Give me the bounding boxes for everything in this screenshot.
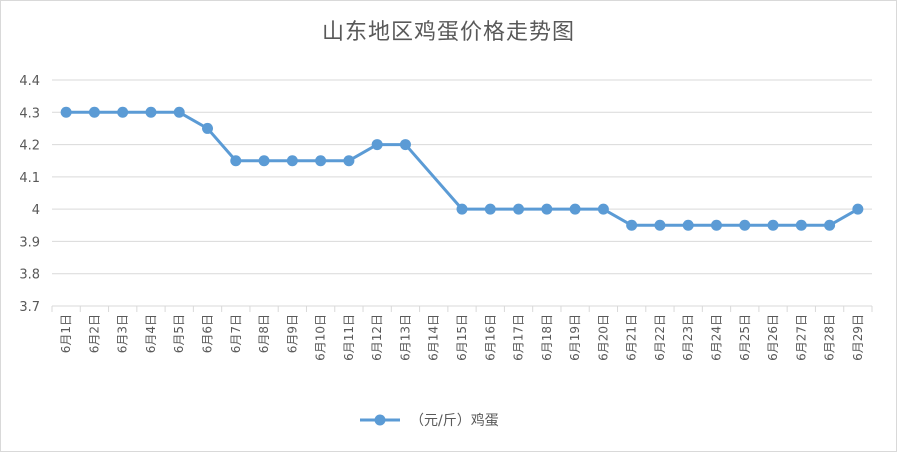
data-point bbox=[682, 219, 694, 231]
data-point bbox=[569, 203, 581, 215]
x-tick-label: 6月28日 bbox=[823, 314, 837, 361]
y-tick-label: 4.4 bbox=[19, 74, 40, 89]
x-tick-label: 6月24日 bbox=[709, 314, 723, 361]
data-point bbox=[739, 219, 751, 231]
x-tick-label: 6月21日 bbox=[625, 314, 639, 361]
data-point bbox=[710, 219, 722, 231]
data-point bbox=[315, 155, 327, 167]
y-tick-label: 3.8 bbox=[19, 268, 40, 283]
x-tick-label: 6月12日 bbox=[370, 314, 384, 361]
y-tick-label: 4.1 bbox=[19, 171, 40, 186]
data-point bbox=[456, 203, 468, 215]
y-tick-label: 3.9 bbox=[19, 235, 40, 250]
x-tick-label: 6月22日 bbox=[653, 314, 667, 361]
data-point bbox=[145, 106, 157, 118]
x-tick-label: 6月19日 bbox=[568, 314, 582, 361]
data-point bbox=[795, 219, 807, 231]
x-tick-label: 6月11日 bbox=[342, 314, 356, 361]
data-point bbox=[767, 219, 779, 231]
data-point bbox=[654, 219, 666, 231]
data-point bbox=[343, 155, 355, 167]
x-tick-label: 6月29日 bbox=[851, 314, 865, 361]
x-tick-label: 6月9日 bbox=[285, 314, 299, 353]
chart-title: 山东地区鸡蛋价格走势图 bbox=[321, 20, 575, 45]
x-tick-label: 6月27日 bbox=[794, 314, 808, 361]
data-point bbox=[484, 203, 496, 215]
x-tick-label: 6月5日 bbox=[172, 314, 186, 353]
data-point bbox=[399, 139, 411, 151]
x-tick-label: 6月26日 bbox=[766, 314, 780, 361]
x-tick-label: 6月1日 bbox=[59, 314, 73, 353]
data-point bbox=[541, 203, 553, 215]
data-point bbox=[117, 106, 129, 118]
y-tick-label: 4.2 bbox=[19, 139, 40, 154]
data-point bbox=[513, 203, 525, 215]
x-tick-label: 6月2日 bbox=[87, 314, 101, 353]
data-point bbox=[60, 106, 72, 118]
x-tick-label: 6月13日 bbox=[398, 314, 412, 361]
data-point bbox=[88, 106, 100, 118]
data-point bbox=[597, 203, 609, 215]
x-tick-label: 6月17日 bbox=[512, 314, 526, 361]
x-tick-label: 6月8日 bbox=[257, 314, 271, 353]
legend-label: （元/斤）鸡蛋 bbox=[410, 412, 499, 429]
y-tick-label: 4.3 bbox=[19, 106, 40, 121]
x-tick-label: 6月18日 bbox=[540, 314, 554, 361]
data-point bbox=[852, 203, 864, 215]
x-tick-label: 6月3日 bbox=[116, 314, 130, 353]
x-tick-label: 6月14日 bbox=[427, 314, 441, 361]
series-line bbox=[66, 110, 859, 227]
x-tick-label: 6月25日 bbox=[738, 314, 752, 361]
data-point bbox=[230, 155, 242, 167]
x-tick-label: 6月6日 bbox=[201, 314, 215, 353]
x-tick-label: 6月4日 bbox=[144, 314, 158, 353]
legend-marker bbox=[374, 414, 386, 426]
data-point bbox=[202, 122, 214, 134]
x-tick-label: 6月10日 bbox=[314, 314, 328, 361]
data-point bbox=[371, 139, 383, 151]
data-point bbox=[824, 219, 836, 231]
data-point bbox=[286, 155, 298, 167]
x-tick-label: 6月23日 bbox=[681, 314, 695, 361]
data-point bbox=[258, 155, 270, 167]
x-tick-label: 6月20日 bbox=[596, 314, 610, 361]
data-point bbox=[626, 219, 638, 231]
y-tick-label: 4 bbox=[32, 203, 40, 218]
x-tick-label: 6月7日 bbox=[229, 314, 243, 353]
y-tick-label: 3.7 bbox=[19, 300, 40, 315]
data-point bbox=[173, 106, 185, 118]
x-tick-label: 6月16日 bbox=[483, 314, 497, 361]
x-tick-label: 6月15日 bbox=[455, 314, 469, 361]
